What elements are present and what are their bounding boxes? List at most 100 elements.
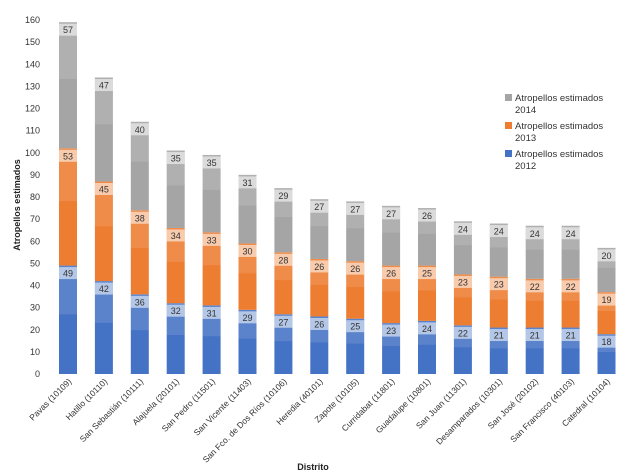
bar-segment: 20 bbox=[597, 247, 616, 293]
bar-segment: 49 bbox=[59, 265, 77, 374]
y-tick-label: 130 bbox=[25, 81, 40, 91]
y-tick-label: 20 bbox=[30, 325, 40, 335]
bar-2013 bbox=[310, 258, 329, 317]
data-label: 29 bbox=[278, 191, 288, 201]
bar-segment: 26 bbox=[418, 208, 436, 266]
data-label-box bbox=[489, 278, 508, 291]
y-tick-label: 140 bbox=[25, 59, 40, 69]
data-label: 24 bbox=[422, 324, 432, 334]
data-label: 33 bbox=[207, 235, 217, 245]
data-label: 42 bbox=[99, 284, 109, 294]
y-tick-label: 120 bbox=[25, 104, 40, 114]
x-axis-ticks: Pavas (10109)Hatillo (10110)San Sebastiá… bbox=[27, 376, 612, 464]
bar-2014 bbox=[346, 201, 365, 262]
bar-segment: 25 bbox=[346, 318, 365, 374]
bar-2014 bbox=[94, 77, 113, 182]
data-label: 34 bbox=[171, 231, 181, 241]
bar-2013 bbox=[59, 148, 77, 266]
data-label-box bbox=[166, 304, 185, 317]
data-label-box bbox=[274, 253, 293, 266]
x-tick-label: San Francisco (40103) bbox=[508, 376, 576, 444]
data-label-box bbox=[346, 262, 365, 275]
x-axis-title: Distrito bbox=[297, 462, 329, 472]
data-label: 25 bbox=[422, 269, 432, 279]
data-label: 22 bbox=[458, 328, 468, 338]
bar-segment: 21 bbox=[489, 327, 508, 374]
bar-segment: 27 bbox=[274, 314, 293, 374]
bar-segment: 23 bbox=[382, 323, 401, 374]
data-label-box bbox=[166, 152, 185, 165]
bar-2013 bbox=[346, 261, 365, 319]
y-tick-label: 160 bbox=[25, 15, 40, 25]
bar-segment: 32 bbox=[166, 303, 185, 374]
bar-segment: 47 bbox=[94, 77, 113, 182]
bar-highlight bbox=[59, 22, 77, 79]
data-label: 24 bbox=[494, 227, 504, 237]
bar-2014 bbox=[382, 205, 401, 266]
bar-segment: 29 bbox=[274, 188, 293, 253]
data-label-box bbox=[597, 249, 616, 262]
bar-2012 bbox=[94, 281, 113, 374]
y-tick-label: 40 bbox=[30, 281, 40, 291]
data-label: 28 bbox=[278, 255, 288, 265]
data-label-box bbox=[59, 23, 77, 36]
bar-2014 bbox=[274, 188, 293, 253]
data-label: 18 bbox=[601, 337, 611, 347]
y-tick-label: 30 bbox=[30, 303, 40, 313]
data-label: 29 bbox=[242, 313, 252, 323]
bar-segment: 22 bbox=[561, 278, 580, 328]
data-label: 57 bbox=[63, 25, 73, 35]
bar-segment: 40 bbox=[130, 121, 149, 211]
bar-2014 bbox=[166, 150, 185, 228]
data-label-box bbox=[382, 324, 401, 337]
data-label-box bbox=[202, 306, 221, 319]
data-label: 27 bbox=[314, 202, 324, 212]
bars: 49 53 57 42 45 47 36 38 40 32 34 35 31 33 35 29 30 31 27 28… bbox=[59, 22, 616, 374]
y-tick-label: 50 bbox=[30, 258, 40, 268]
data-label: 36 bbox=[135, 297, 145, 307]
bar-segment: 35 bbox=[166, 150, 185, 228]
bar-segment: 23 bbox=[453, 274, 472, 326]
data-label-box bbox=[94, 282, 113, 295]
data-label: 24 bbox=[530, 229, 540, 239]
y-tick-label: 100 bbox=[25, 148, 40, 158]
y-tick-label: 70 bbox=[30, 214, 40, 224]
data-label-box bbox=[310, 200, 329, 213]
bar-2014 bbox=[59, 22, 77, 149]
data-label: 23 bbox=[494, 280, 504, 290]
legend-item: Atropellos estimados 2013 bbox=[505, 121, 603, 144]
data-label-box bbox=[382, 207, 401, 220]
bar-segment: 23 bbox=[489, 276, 508, 328]
data-label: 23 bbox=[458, 277, 468, 287]
data-label-box bbox=[453, 326, 472, 339]
data-label-box bbox=[453, 275, 472, 288]
bar-segment: 31 bbox=[238, 174, 257, 244]
bar-2012 bbox=[59, 265, 77, 374]
bar-segment: 25 bbox=[418, 265, 436, 321]
data-label-box bbox=[94, 79, 113, 92]
y-tick-label: 60 bbox=[30, 236, 40, 246]
data-label: 47 bbox=[99, 81, 109, 91]
data-label: 35 bbox=[171, 154, 181, 164]
bar-2012 bbox=[130, 294, 149, 374]
data-label: 49 bbox=[63, 269, 73, 279]
data-label-box bbox=[561, 329, 580, 342]
data-label-box bbox=[418, 322, 436, 335]
bar-segment: 27 bbox=[310, 199, 329, 259]
y-axis: 0 10 20 30 40 50 60 70 80 90 100 110 120 130 140 150 160 bbox=[25, 15, 40, 379]
bar-2013 bbox=[94, 181, 113, 282]
legend: Atropellos estimados 2014 Atropellos estim… bbox=[505, 93, 603, 172]
bar-segment: 57 bbox=[59, 22, 77, 149]
y-tick-label: 150 bbox=[25, 37, 40, 47]
data-label-box bbox=[561, 227, 580, 240]
bar-2013 bbox=[418, 265, 436, 321]
data-label-box bbox=[489, 225, 508, 238]
data-label-box bbox=[418, 209, 436, 222]
bar-segment: 35 bbox=[202, 154, 221, 233]
bar-segment: 19 bbox=[597, 292, 616, 335]
bar-2013 bbox=[238, 243, 257, 310]
data-label-box bbox=[561, 280, 580, 293]
data-label-box bbox=[346, 320, 365, 333]
legend-swatch bbox=[505, 94, 512, 101]
